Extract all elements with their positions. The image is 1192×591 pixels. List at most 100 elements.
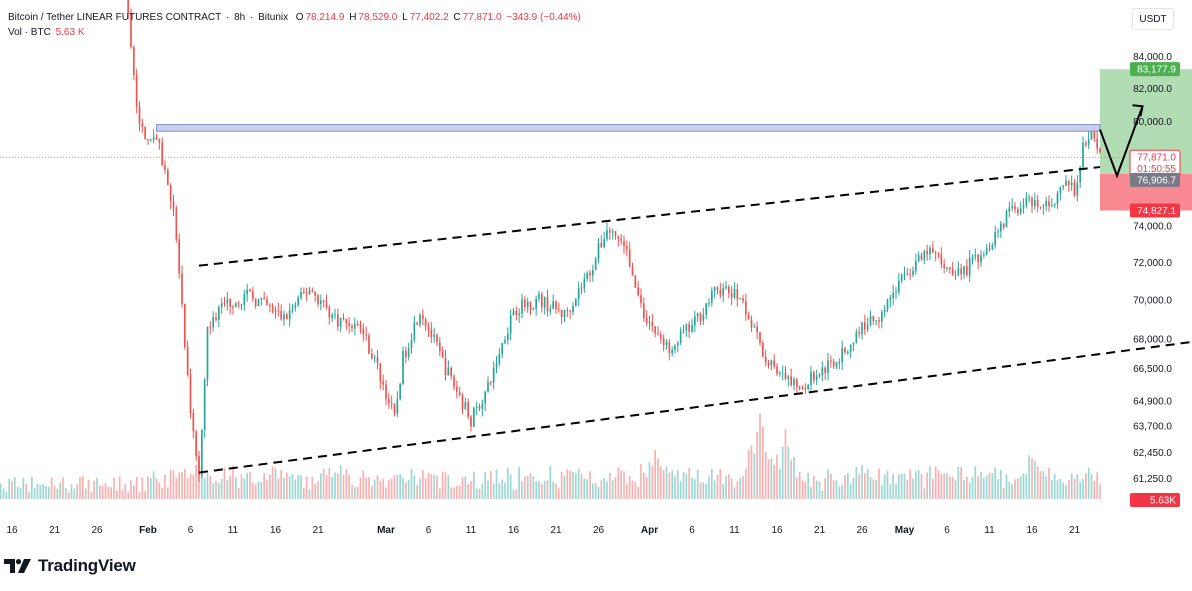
candle-body — [654, 326, 657, 334]
volume-bar — [614, 477, 617, 499]
volume-bar — [379, 480, 382, 499]
candle-body — [960, 268, 963, 275]
candle-body — [1042, 205, 1045, 207]
candle-body — [858, 332, 861, 334]
volume-bar — [555, 483, 557, 499]
candle-body — [421, 314, 424, 320]
currency-button[interactable]: USDT — [1132, 8, 1174, 30]
volume-bar — [260, 482, 263, 499]
volume-bar — [781, 446, 784, 499]
volume-bar — [753, 453, 756, 499]
candle-body — [285, 314, 288, 320]
candle-body — [234, 303, 237, 308]
price-axis[interactable]: 84,000.0 82,000.0 80,000.0 74,000.0 72,000.0… — [1133, 52, 1172, 485]
candle-body — [461, 395, 464, 409]
candle-body — [209, 326, 212, 328]
volume-bar — [756, 432, 759, 499]
volume-bar — [283, 477, 285, 499]
candle-body — [991, 245, 994, 250]
candle-body — [433, 334, 436, 338]
volume-bar — [739, 477, 742, 499]
candle-body — [1053, 203, 1056, 206]
volume-bar — [39, 484, 42, 499]
candle-body — [546, 296, 549, 312]
volume-bar — [620, 470, 623, 499]
volume-bar — [617, 467, 620, 499]
volume-label[interactable]: Vol · BTC — [8, 27, 51, 38]
volume-bar — [722, 483, 725, 499]
volume-bar — [30, 476, 33, 499]
volume-bar — [302, 487, 305, 499]
volume-bar — [832, 480, 835, 499]
candle-body — [294, 304, 297, 308]
volume-bar — [790, 459, 793, 499]
candle-body — [149, 139, 152, 141]
x-tick-label: Feb — [139, 525, 157, 536]
candle-body — [532, 308, 535, 310]
candle-body — [1079, 167, 1082, 183]
symbol-name[interactable]: Bitcoin / Tether LINEAR FUTURES CONTRACT — [8, 12, 222, 23]
volume-bar — [982, 477, 985, 499]
candle-body — [467, 402, 470, 417]
drawing-overlays[interactable] — [0, 104, 1192, 474]
volume-bar — [254, 484, 257, 499]
candle-body — [487, 381, 489, 392]
change-value: −343.9 (−0.44%) — [506, 12, 581, 23]
volume-bar — [62, 477, 64, 499]
interval-label[interactable]: 8h — [234, 12, 246, 23]
candle-body — [614, 231, 617, 236]
candle-body — [523, 299, 526, 307]
candle-body — [189, 374, 192, 414]
volume-bar — [566, 469, 569, 499]
volume-bar — [705, 483, 708, 499]
candle-body — [566, 310, 569, 312]
candle-body — [436, 334, 438, 343]
candle-body — [651, 321, 654, 327]
volume-bar — [453, 487, 455, 499]
candle-body — [1039, 206, 1042, 208]
volume-bar — [713, 480, 716, 499]
volume-bar — [124, 484, 127, 499]
low-label: L — [402, 12, 408, 23]
candle-body — [957, 268, 960, 276]
volume-bar — [359, 477, 362, 499]
resistance-band — [156, 124, 1101, 132]
volume-bar — [744, 468, 747, 499]
x-tick-label: 11 — [729, 525, 740, 536]
volume-bar — [827, 469, 829, 499]
volume-bar — [328, 468, 331, 499]
candle-body — [668, 342, 671, 354]
volume-bar — [807, 472, 810, 499]
volume-bar — [931, 478, 934, 499]
volume-bar — [183, 468, 186, 499]
volume-bar — [404, 482, 407, 499]
x-tick-label: 16 — [270, 525, 282, 536]
candle-body — [331, 314, 334, 318]
candle-body — [999, 223, 1002, 232]
volume-bar — [1045, 476, 1048, 499]
candle-body — [498, 354, 501, 364]
candle-body — [963, 266, 965, 275]
candle-body — [727, 286, 730, 294]
candle-body — [841, 347, 844, 363]
volume-bar — [971, 476, 974, 499]
candle-body — [198, 456, 200, 475]
volume-bar — [594, 482, 597, 499]
brand[interactable]: TradingView — [4, 556, 136, 576]
volume-bar — [719, 469, 722, 499]
candle-body — [339, 317, 342, 327]
candle-body — [855, 332, 858, 343]
volume-bar — [141, 477, 144, 499]
candle-body — [328, 307, 331, 318]
candle-body — [538, 294, 540, 299]
candle-body — [376, 357, 379, 364]
volume-bar — [963, 479, 965, 499]
time-axis[interactable]: 16 21 26 Feb 6 11 16 21 Mar 6 11 16 21 26 Apr 6 11 16 21 26… — [6, 525, 1080, 536]
volume-bar — [1002, 487, 1005, 499]
volume-bar — [84, 488, 87, 499]
volume-bar — [217, 482, 220, 499]
volume-bar — [597, 486, 600, 499]
close-label: C — [453, 12, 461, 23]
candle-body — [166, 170, 169, 186]
